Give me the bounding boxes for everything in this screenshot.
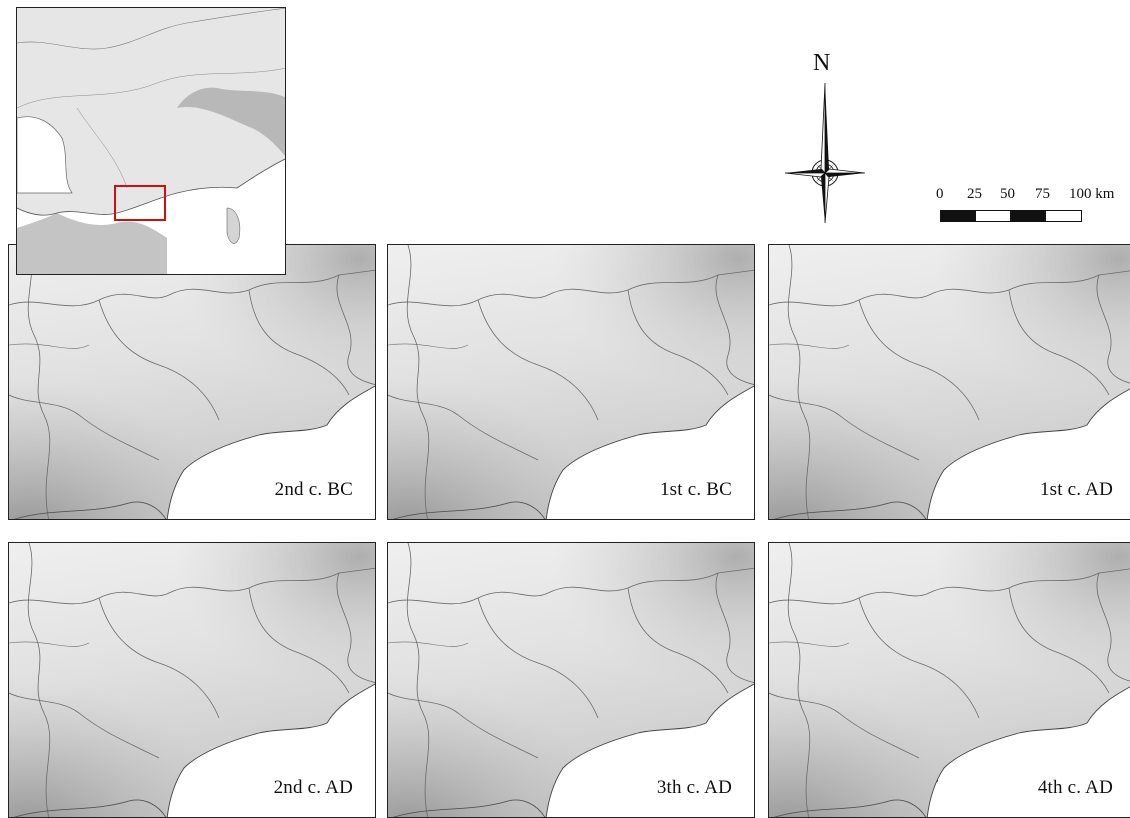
period-label: 4th c. AD — [1037, 777, 1113, 798]
period-label: 1st c. BC — [659, 479, 732, 500]
map-panel-1st-c-ad: 1553275819381825452921124441332839343122… — [768, 244, 1130, 520]
map-panel-2nd-c-bc: 1525516342 2nd c. BC — [8, 244, 376, 520]
map-panel-4th-c-ad: 535862614957416434306352564759435160 4th… — [768, 542, 1130, 818]
scale-label-75: 75 — [1035, 186, 1050, 202]
map-panel-3th-c-ad: 5326383246504839505834445742544137304652… — [387, 542, 755, 818]
overview-extent-box — [114, 185, 166, 221]
period-label: 2nd c. AD — [273, 777, 353, 798]
scale-label-0: 0 — [936, 186, 944, 202]
map-panel-1st-c-bc: 1516251871226211432224111131034830596447… — [387, 244, 755, 520]
north-label: N — [813, 50, 831, 76]
period-label: 2nd c. BC — [274, 479, 353, 500]
scale-label-25: 25 — [967, 186, 982, 202]
scale-bar: 0 25 50 75 100 km — [932, 186, 1127, 226]
overview-inset-map — [16, 7, 286, 275]
period-label: 3th c. AD — [656, 777, 732, 798]
north-arrow-icon — [784, 82, 866, 224]
scale-label-50: 50 — [1000, 186, 1015, 202]
scale-bar-segments — [940, 210, 1082, 222]
scale-label-100km: 100 km — [1069, 186, 1115, 202]
map-panel-2nd-c-ad: 1554271619282546302658495029455140213537… — [8, 542, 376, 818]
period-label: 1st c. AD — [1039, 479, 1113, 500]
